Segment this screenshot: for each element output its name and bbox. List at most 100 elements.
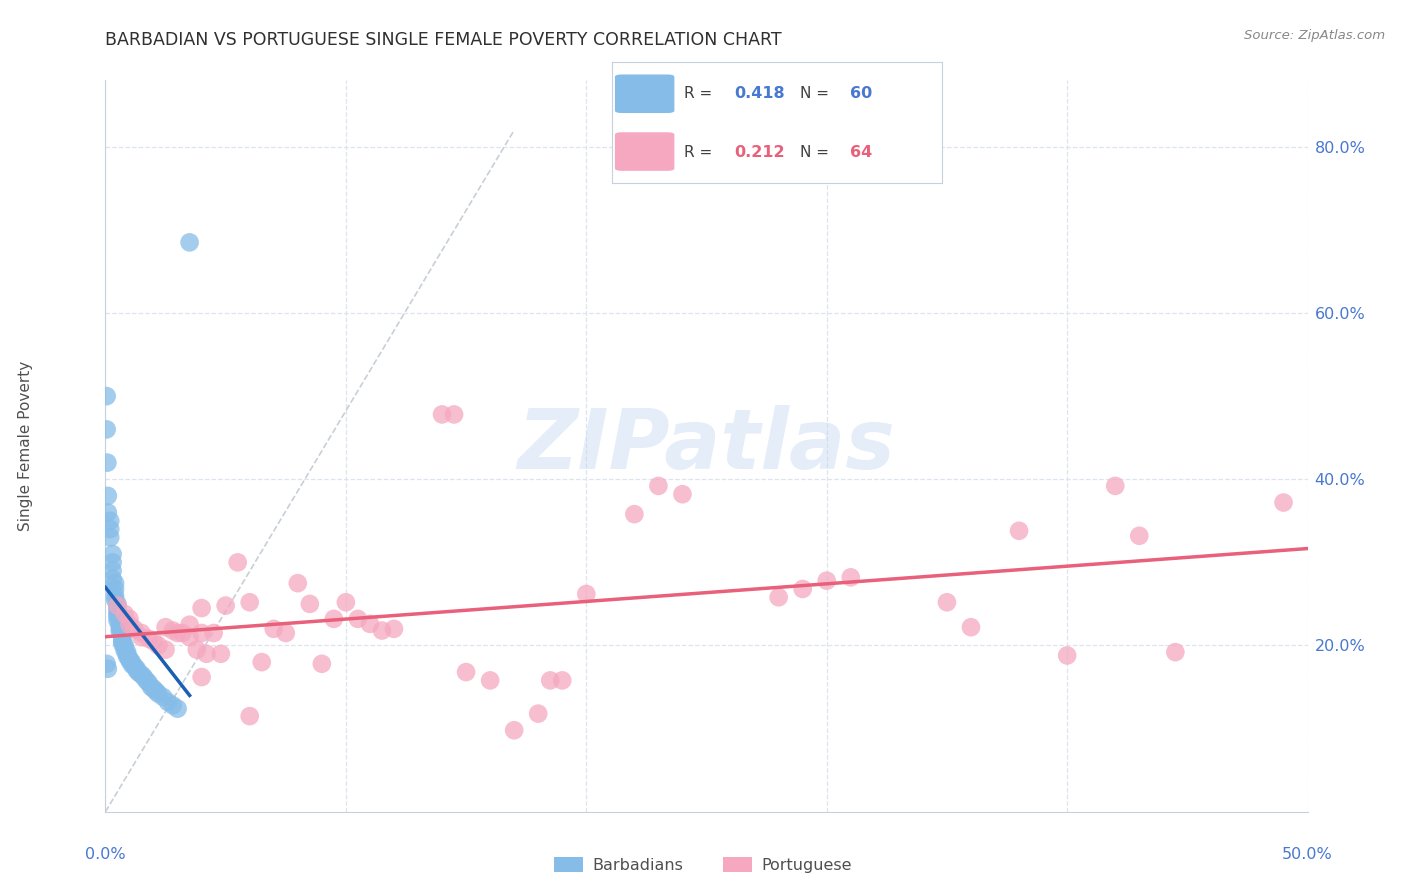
Point [96, 657, 118, 671]
Point [202, 626, 225, 640]
Point [118, 653, 141, 667]
Point [1128, 529, 1150, 543]
Point [101, 564, 124, 578]
Point [298, 597, 321, 611]
Text: ZIPatlas: ZIPatlas [517, 406, 896, 486]
Point [155, 642, 177, 657]
Point [190, 601, 212, 615]
Text: Single Female Poverty: Single Female Poverty [18, 361, 32, 531]
Point [1164, 645, 1187, 659]
Point [107, 609, 129, 624]
Point [124, 659, 146, 673]
Point [131, 630, 153, 644]
Point [111, 627, 134, 641]
Text: 60: 60 [849, 86, 872, 101]
Point [131, 626, 153, 640]
Text: N =: N = [800, 145, 834, 160]
Point [166, 701, 188, 715]
Point [792, 582, 814, 596]
Point [335, 595, 357, 609]
Point [250, 655, 273, 669]
Point [114, 607, 136, 621]
Point [162, 698, 184, 713]
Point [101, 555, 124, 569]
Point [263, 622, 285, 636]
Point [155, 620, 177, 634]
Point [186, 642, 208, 657]
Point [111, 629, 134, 643]
Point [121, 657, 143, 672]
Point [479, 673, 502, 688]
Point [108, 618, 131, 632]
Point [382, 622, 405, 636]
Point [156, 695, 179, 709]
Point [121, 655, 143, 669]
Point [239, 709, 262, 723]
Point [371, 624, 394, 638]
Point [131, 667, 153, 681]
Point [430, 408, 453, 422]
Point [443, 408, 465, 422]
Point [97, 506, 120, 520]
Point [575, 587, 598, 601]
Point [107, 603, 129, 617]
FancyBboxPatch shape [614, 75, 675, 113]
Point [96, 422, 118, 436]
Point [124, 622, 146, 636]
Point [101, 547, 124, 561]
Point [239, 595, 262, 609]
Point [107, 597, 129, 611]
Text: N =: N = [800, 86, 834, 101]
Point [98, 522, 121, 536]
Point [108, 624, 131, 639]
Point [671, 487, 693, 501]
Point [132, 670, 155, 684]
Point [190, 626, 212, 640]
Point [815, 574, 838, 588]
Point [623, 507, 645, 521]
Point [108, 615, 131, 630]
Point [107, 599, 129, 613]
Point [96, 389, 118, 403]
Point [98, 514, 121, 528]
Text: 0.212: 0.212 [734, 145, 785, 160]
Text: 0.418: 0.418 [734, 86, 785, 101]
Point [115, 645, 138, 659]
Point [114, 643, 136, 657]
Point [287, 576, 309, 591]
Point [115, 649, 138, 664]
Point [322, 612, 344, 626]
Point [209, 647, 232, 661]
Point [647, 479, 669, 493]
Point [97, 662, 120, 676]
Point [125, 664, 148, 678]
Point [118, 652, 141, 666]
Point [98, 530, 121, 544]
Point [125, 662, 148, 676]
Point [347, 612, 370, 626]
Point [107, 614, 129, 628]
Point [152, 690, 174, 704]
Point [145, 684, 167, 698]
Text: 64: 64 [849, 145, 872, 160]
Point [108, 622, 131, 636]
Point [111, 634, 134, 648]
Point [118, 617, 141, 632]
Point [138, 632, 160, 646]
Text: 50.0%: 50.0% [1282, 847, 1333, 862]
Point [139, 680, 162, 694]
FancyBboxPatch shape [614, 132, 675, 171]
Point [936, 595, 959, 609]
Point [214, 599, 236, 613]
Point [527, 706, 550, 721]
Point [538, 673, 561, 688]
Text: R =: R = [685, 86, 717, 101]
Point [114, 640, 136, 655]
Legend: Barbadians, Portuguese: Barbadians, Portuguese [547, 851, 859, 880]
Point [128, 665, 150, 680]
Point [1104, 479, 1126, 493]
Point [104, 582, 127, 596]
Point [274, 626, 297, 640]
Point [104, 589, 127, 603]
Point [142, 634, 165, 648]
